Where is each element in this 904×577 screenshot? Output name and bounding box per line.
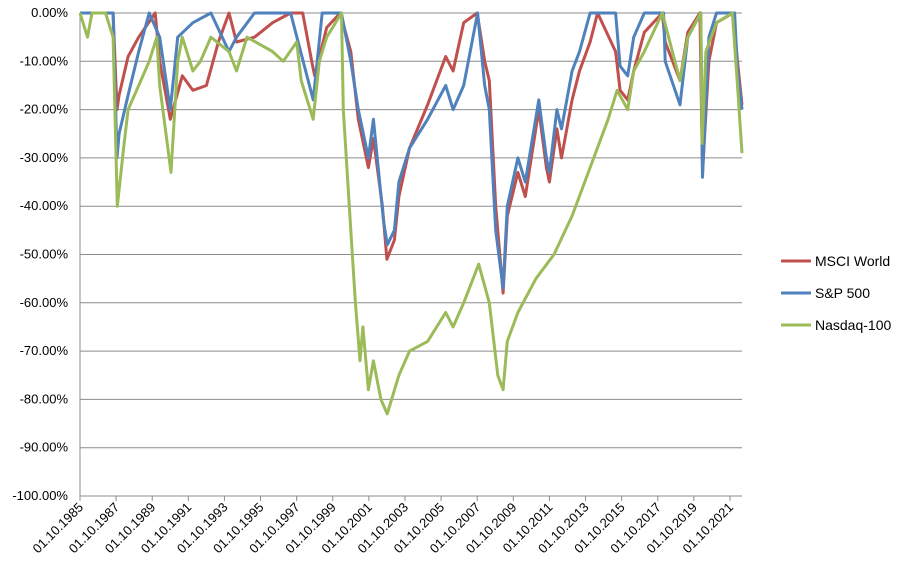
legend-label: Nasdaq-100 [815,317,891,333]
y-tick-label: -90.00% [20,440,69,455]
y-tick-label: -10.00% [20,53,69,68]
y-axis: 0.00% -10.00% -20.00% -30.00% -40.00% -50.00%… [12,5,81,503]
y-tick-label: -80.00% [20,391,69,406]
legend-label: S&P 500 [815,285,870,301]
y-tick-label: -40.00% [20,198,69,213]
series-line-msci-world [80,11,744,295]
legend: MSCI World S&P 500 Nasdaq-100 [781,253,891,333]
legend-label: MSCI World [815,253,890,269]
y-tick-label: -100.00% [12,488,68,503]
y-tick-label: -70.00% [20,343,69,358]
series-line-s-p-500 [80,11,744,290]
y-tick-label: -50.00% [20,247,69,262]
y-tick-label: -20.00% [20,102,69,117]
y-tick-label: 0.00% [31,5,68,20]
y-tick-label: -60.00% [20,295,69,310]
y-tick-label: -30.00% [20,150,69,165]
x-axis: 01.10.198501.10.198701.10.198901.10.1991… [29,495,742,556]
series-line-nasdaq-100 [78,11,744,416]
series-lines [78,11,744,416]
